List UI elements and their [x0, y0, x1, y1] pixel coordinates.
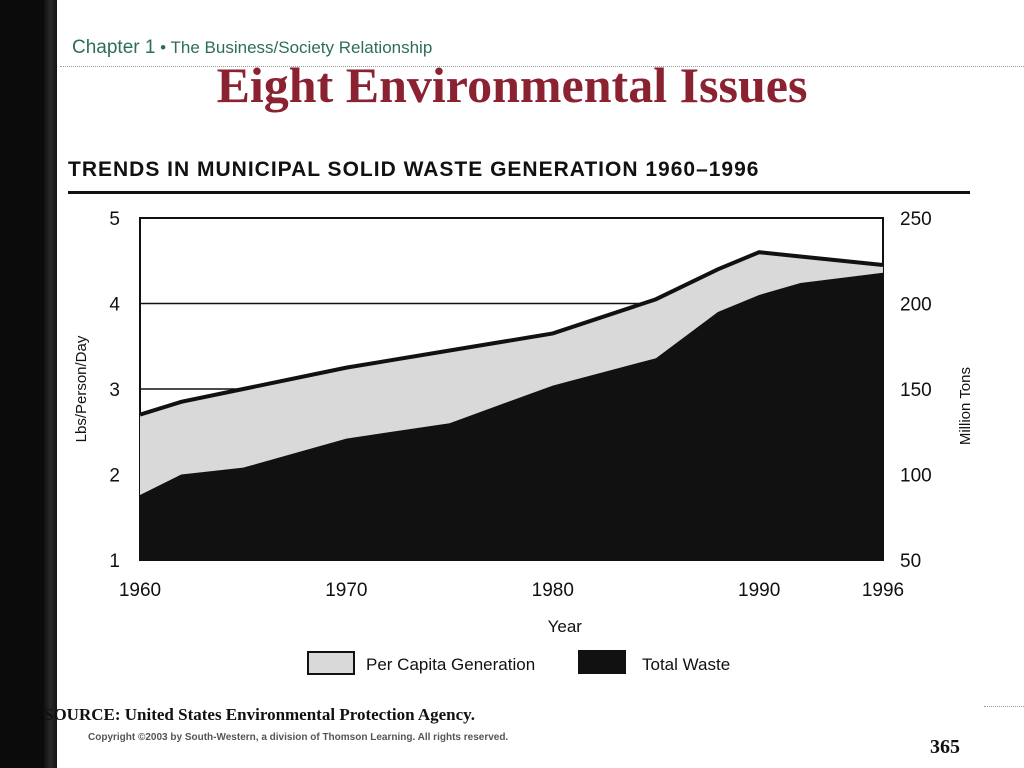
page-number: 365	[930, 736, 960, 758]
legend-swatch-total-waste	[578, 650, 626, 674]
y-tick-label: 4	[109, 295, 120, 316]
x-tick-label: 1980	[532, 580, 574, 601]
x-tick-label: 1996	[862, 580, 904, 601]
total-waste-area	[140, 272, 883, 560]
y2-tick-label: 50	[900, 551, 921, 572]
y2-tick-label: 250	[900, 209, 932, 230]
legend-label-total-waste: Total Waste	[642, 655, 730, 674]
chapter-subtitle: • The Business/Society Relationship	[155, 38, 433, 57]
legend-label-per-capita: Per Capita Generation	[366, 655, 535, 674]
legend-swatch-per-capita	[307, 651, 355, 675]
figure-source: SOURCE: United States Environmental Prot…	[44, 705, 475, 724]
chart: 1 2 3 4 5 50 100 150 200 250 1960 1970 1980 1990 1996 Y…	[73, 209, 974, 675]
left-decorative-band	[0, 0, 57, 768]
x-tick-label: 1990	[738, 580, 780, 601]
header-divider	[60, 66, 1024, 67]
y-tick-label: 3	[109, 380, 120, 401]
x-tick-label: 1970	[325, 580, 367, 601]
y-tick-label: 1	[109, 551, 120, 572]
y2-tick-label: 100	[900, 466, 932, 487]
x-tick-label: 1960	[119, 580, 161, 601]
chapter-label: Chapter 1	[72, 37, 156, 58]
y-axis-title: Lbs/Person/Day	[73, 335, 90, 442]
figure-title: TRENDS IN MUNICIPAL SOLID WASTE GENERATI…	[68, 158, 760, 181]
y2-axis-title: Million Tons	[957, 367, 974, 445]
slide-title: Eight Environmental Issues	[216, 57, 808, 113]
chapter-heading: Chapter 1 • The Business/Society Relatio…	[72, 37, 432, 59]
copyright-notice: Copyright ©2003 by South-Western, a divi…	[88, 732, 509, 743]
y2-tick-label: 200	[900, 295, 932, 316]
footer-divider	[984, 706, 1024, 707]
per-capita-line	[139, 250, 884, 417]
y2-tick-label: 150	[900, 380, 932, 401]
x-axis-title: Year	[548, 617, 583, 636]
y-tick-label: 5	[109, 209, 120, 230]
figure-title-rule	[68, 191, 970, 194]
y-tick-label: 2	[109, 466, 120, 487]
